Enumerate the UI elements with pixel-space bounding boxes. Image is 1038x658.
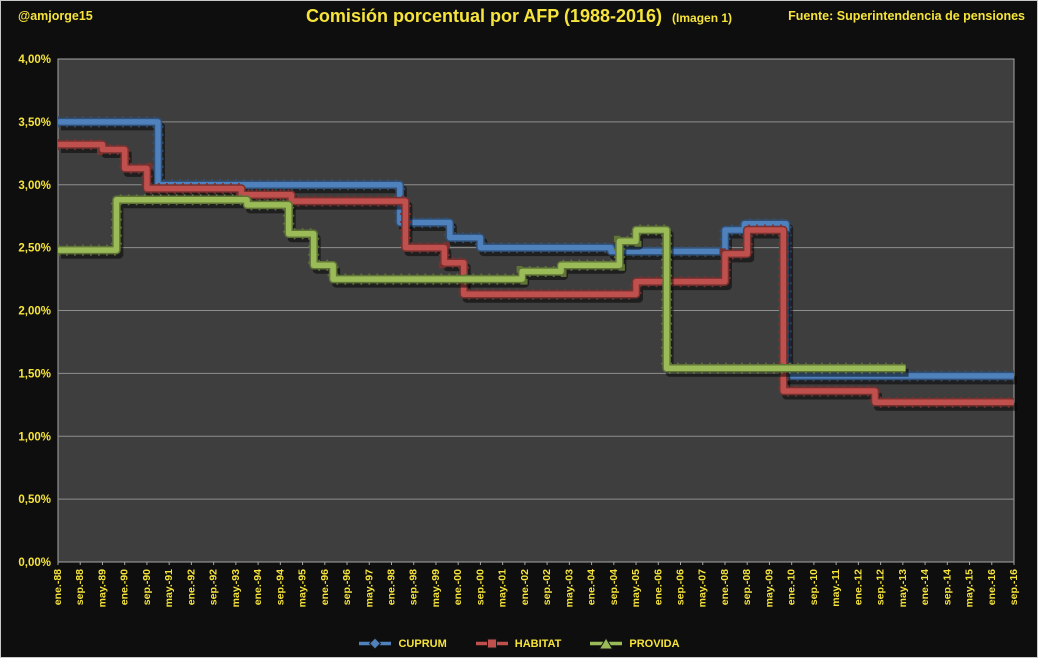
chart-title: Comisión porcentual por AFP (1988-2016) xyxy=(305,6,663,26)
series-line-cuprum xyxy=(58,119,1014,379)
x-axis-label: sep.-00 xyxy=(474,569,486,605)
x-axis-label: may.-09 xyxy=(763,569,775,607)
x-axis-label: sep.-16 xyxy=(1008,569,1020,605)
series-line-habitat xyxy=(58,141,1014,406)
legend-item-habitat: HABITAT xyxy=(475,637,562,650)
diamond-marker-icon xyxy=(359,637,392,650)
legend-item-provida: PROVIDA xyxy=(589,637,680,650)
y-axis-label: 0,00% xyxy=(18,557,51,569)
y-axis-label: 3,00% xyxy=(18,180,51,192)
x-axis-label: ene.-02 xyxy=(519,569,531,605)
x-axis-label: sep.-96 xyxy=(341,569,353,605)
x-axis-label: ene.-10 xyxy=(786,569,798,605)
x-axis-label: sep.-08 xyxy=(741,569,753,605)
x-axis-label: sep.-02 xyxy=(541,569,553,605)
square-marker-icon xyxy=(475,638,508,649)
x-axis-label: ene.-96 xyxy=(319,569,331,605)
x-axis-label: may.-97 xyxy=(363,569,375,607)
chart-legend: CUPRUM HABITAT PROVIDA xyxy=(1,637,1037,650)
x-axis-label: may.-89 xyxy=(96,569,108,607)
x-axis-label: ene.-16 xyxy=(986,569,998,605)
author-handle: @amjorge15 xyxy=(18,9,93,23)
x-axis-label: ene.-06 xyxy=(652,569,664,605)
x-axis-label: sep.-90 xyxy=(141,569,153,605)
x-axis-label: may.-11 xyxy=(830,569,842,607)
x-axis-label: may.-99 xyxy=(430,569,442,607)
x-axis-label: ene.-98 xyxy=(385,569,397,605)
legend-label: CUPRUM xyxy=(398,637,447,650)
x-axis-label: may.-93 xyxy=(230,569,242,607)
x-axis-label: may.-03 xyxy=(563,569,575,607)
chart-title-bar: Comisión porcentual por AFP (1988-2016) (… xyxy=(1,6,1037,27)
x-axis-label: sep.-04 xyxy=(608,569,620,605)
x-axis-label: may.-95 xyxy=(297,569,309,607)
y-axis-label: 2,00% xyxy=(18,306,51,318)
x-axis-label: sep.-14 xyxy=(941,569,953,605)
legend-label: PROVIDA xyxy=(629,637,680,650)
x-axis-label: ene.-14 xyxy=(919,569,931,605)
x-axis-label: ene.-00 xyxy=(452,569,464,605)
series-line-provida xyxy=(58,197,906,372)
x-axis-label: sep.-10 xyxy=(808,569,820,605)
x-axis-label: may.-91 xyxy=(163,569,175,607)
x-axis-label: ene.-88 xyxy=(52,569,64,605)
x-axis-label: ene.-94 xyxy=(252,569,264,605)
x-axis-label: sep.-98 xyxy=(408,569,420,605)
x-axis-label: may.-13 xyxy=(897,569,909,607)
x-axis-label: may.-15 xyxy=(964,569,976,607)
source-label: Fuente: Superintendencia de pensiones xyxy=(788,9,1025,23)
x-axis-label: ene.-92 xyxy=(185,569,197,605)
commission-line-chart: 0,00% 0,50% 1,00% 1,50% 2,00% 2,50% 3,00% 3,50%… xyxy=(18,54,1020,607)
legend-item-cuprum: CUPRUM xyxy=(358,637,447,650)
legend-label: HABITAT xyxy=(514,637,562,650)
y-axis-label: 1,50% xyxy=(18,368,51,380)
y-axis-label: 3,50% xyxy=(18,117,51,129)
x-axis-label: sep.-12 xyxy=(875,569,887,605)
y-axis-label: 2,50% xyxy=(18,243,51,255)
x-axis-label: ene.-04 xyxy=(586,569,598,605)
x-axis-label: ene.-12 xyxy=(852,569,864,605)
x-axis-label: ene.-08 xyxy=(719,569,731,605)
x-axis-label: may.-01 xyxy=(497,569,509,607)
y-axis-label: 4,00% xyxy=(18,54,51,66)
x-axis-label: may.-07 xyxy=(697,569,709,607)
x-axis-label: sep.-06 xyxy=(675,569,687,605)
x-axis-label: ene.-90 xyxy=(119,569,131,605)
x-axis-label: sep.-94 xyxy=(274,569,286,605)
chart-subtitle: (Imagen 1) xyxy=(672,11,733,25)
x-axis-label: sep.-92 xyxy=(208,569,220,605)
x-axis-label: sep.-88 xyxy=(74,569,86,605)
y-axis-label: 0,50% xyxy=(18,494,51,506)
y-axis-label: 1,00% xyxy=(18,431,51,443)
x-axis-label: may.-05 xyxy=(630,569,642,607)
triangle-marker-icon xyxy=(590,637,623,650)
